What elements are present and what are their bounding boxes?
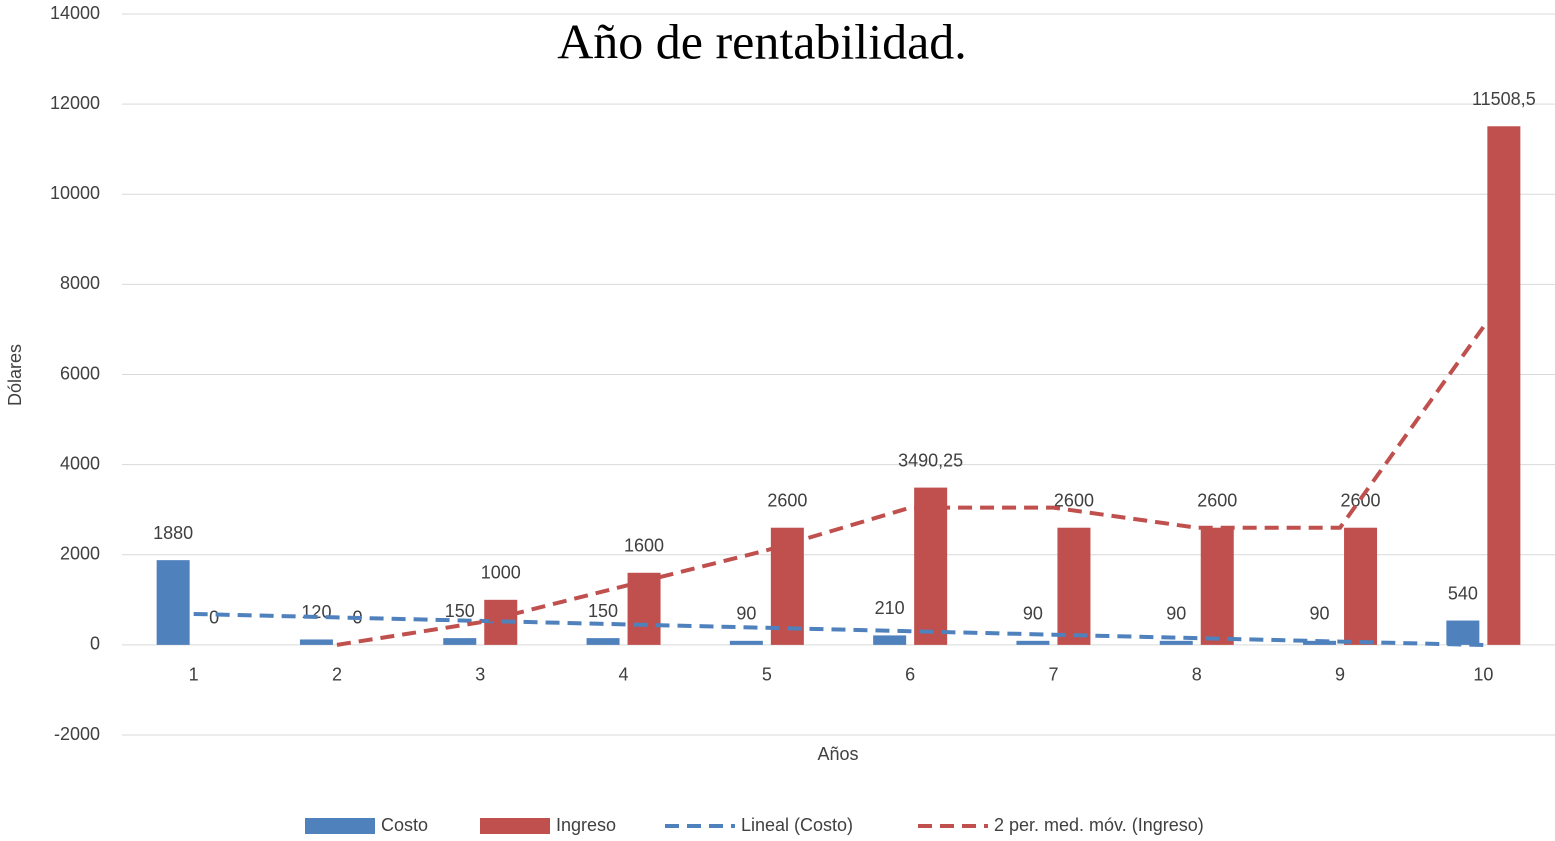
data-label: 3490,25 bbox=[898, 450, 963, 470]
x-tick-label: 4 bbox=[619, 665, 629, 685]
legend-swatch bbox=[480, 818, 550, 834]
x-tick-label: 7 bbox=[1048, 665, 1058, 685]
x-tick-label: 9 bbox=[1335, 665, 1345, 685]
x-tick-label: 6 bbox=[905, 665, 915, 685]
data-label: 90 bbox=[1310, 604, 1330, 624]
y-tick-label: 4000 bbox=[60, 453, 100, 473]
data-label: 90 bbox=[1023, 604, 1043, 624]
data-label: 540 bbox=[1448, 583, 1478, 603]
bar bbox=[299, 639, 333, 645]
data-label: 1600 bbox=[624, 536, 664, 556]
bar bbox=[586, 638, 620, 645]
x-tick-label: 2 bbox=[332, 665, 342, 685]
y-tick-label: -2000 bbox=[54, 724, 100, 744]
data-label: 0 bbox=[209, 608, 219, 628]
bar bbox=[1487, 126, 1521, 645]
y-tick-label: 2000 bbox=[60, 544, 100, 564]
bar bbox=[873, 635, 907, 645]
bar bbox=[1016, 640, 1050, 645]
legend-label: Ingreso bbox=[556, 815, 616, 835]
legend-label: Lineal (Costo) bbox=[741, 815, 853, 835]
legend-swatch bbox=[305, 818, 375, 834]
x-axis-label: Años bbox=[817, 744, 858, 764]
data-label: 11508,5 bbox=[1472, 89, 1536, 109]
bar bbox=[156, 560, 190, 645]
bar bbox=[914, 487, 948, 645]
bar bbox=[729, 640, 763, 645]
y-tick-label: 12000 bbox=[50, 93, 100, 113]
chart-title: Año de rentabilidad. bbox=[557, 13, 967, 69]
y-tick-label: 14000 bbox=[50, 3, 100, 23]
bar bbox=[1344, 527, 1378, 645]
bar bbox=[1159, 640, 1193, 645]
trend-line bbox=[193, 611, 1484, 648]
y-tick-label: 0 bbox=[90, 634, 100, 654]
bar bbox=[443, 638, 477, 645]
data-label: 1880 bbox=[153, 523, 193, 543]
data-label: 150 bbox=[445, 601, 475, 621]
legend-label: Costo bbox=[381, 815, 428, 835]
y-axis-label: Dólares bbox=[5, 344, 25, 406]
trend-line bbox=[336, 325, 1485, 647]
data-label: 210 bbox=[875, 598, 905, 618]
data-label: 2600 bbox=[1054, 490, 1094, 510]
y-tick-label: 8000 bbox=[60, 273, 100, 293]
legend-label: 2 per. med. móv. (Ingreso) bbox=[994, 815, 1204, 835]
y-tick-label: 10000 bbox=[50, 183, 100, 203]
x-tick-label: 8 bbox=[1192, 665, 1202, 685]
bar bbox=[1446, 620, 1480, 645]
x-tick-label: 10 bbox=[1473, 665, 1493, 685]
data-label: 150 bbox=[588, 601, 618, 621]
data-label: 90 bbox=[736, 604, 756, 624]
bar bbox=[1200, 527, 1234, 645]
bar bbox=[1057, 527, 1091, 645]
data-label: 90 bbox=[1166, 604, 1186, 624]
data-label: 120 bbox=[301, 602, 331, 622]
y-tick-label: 6000 bbox=[60, 363, 100, 383]
x-tick-label: 3 bbox=[475, 665, 485, 685]
data-label: 2600 bbox=[1197, 490, 1237, 510]
data-label: 1000 bbox=[481, 563, 521, 583]
x-tick-label: 5 bbox=[762, 665, 772, 685]
bar bbox=[627, 572, 661, 645]
x-tick-label: 1 bbox=[189, 665, 199, 685]
data-label: 2600 bbox=[1341, 490, 1381, 510]
data-label: 2600 bbox=[767, 490, 807, 510]
